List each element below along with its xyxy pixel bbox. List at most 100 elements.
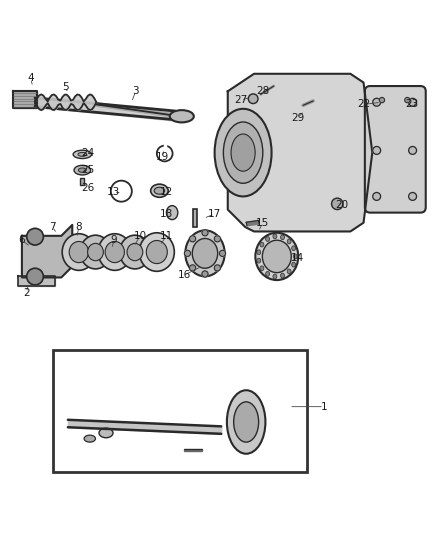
Ellipse shape — [260, 266, 264, 271]
Ellipse shape — [223, 122, 263, 183]
Ellipse shape — [292, 246, 296, 251]
Circle shape — [27, 229, 43, 245]
Polygon shape — [228, 74, 372, 231]
Ellipse shape — [292, 262, 296, 267]
Text: 6: 6 — [18, 235, 25, 245]
Text: 22: 22 — [357, 100, 370, 109]
Ellipse shape — [98, 234, 131, 270]
Ellipse shape — [260, 242, 264, 247]
Ellipse shape — [62, 234, 95, 270]
Text: 10: 10 — [134, 231, 147, 241]
Ellipse shape — [255, 233, 298, 280]
Circle shape — [219, 251, 226, 256]
Ellipse shape — [262, 240, 291, 273]
Text: 11: 11 — [160, 231, 173, 241]
Ellipse shape — [88, 244, 103, 261]
Ellipse shape — [73, 150, 92, 158]
Polygon shape — [184, 449, 202, 451]
Text: 4: 4 — [27, 73, 34, 83]
Ellipse shape — [234, 402, 258, 442]
Ellipse shape — [287, 239, 291, 244]
Circle shape — [27, 268, 43, 285]
Ellipse shape — [280, 235, 284, 240]
Polygon shape — [246, 221, 259, 226]
Circle shape — [190, 236, 196, 242]
Ellipse shape — [192, 238, 218, 268]
Text: 24: 24 — [81, 148, 94, 158]
Ellipse shape — [74, 165, 91, 175]
Text: 3: 3 — [132, 86, 139, 96]
Bar — [53, 350, 307, 472]
Text: 15: 15 — [256, 217, 269, 228]
Circle shape — [248, 94, 258, 103]
Ellipse shape — [265, 271, 269, 276]
Ellipse shape — [99, 428, 113, 438]
Text: 16: 16 — [177, 270, 191, 280]
Ellipse shape — [84, 435, 95, 442]
Ellipse shape — [80, 235, 111, 269]
Ellipse shape — [273, 234, 277, 239]
Ellipse shape — [146, 240, 167, 264]
Bar — [80, 179, 84, 185]
Ellipse shape — [170, 110, 194, 123]
Text: 18: 18 — [160, 209, 173, 219]
Circle shape — [373, 192, 381, 200]
Ellipse shape — [273, 274, 277, 279]
Text: 20: 20 — [335, 200, 348, 210]
Text: 9: 9 — [110, 235, 117, 245]
Ellipse shape — [105, 241, 124, 263]
Ellipse shape — [293, 254, 297, 259]
Ellipse shape — [127, 244, 143, 261]
Ellipse shape — [154, 187, 165, 194]
Circle shape — [379, 98, 385, 103]
Circle shape — [405, 98, 410, 103]
Ellipse shape — [257, 250, 261, 255]
FancyBboxPatch shape — [365, 86, 426, 213]
Ellipse shape — [166, 206, 178, 220]
Text: 8: 8 — [75, 222, 82, 232]
Ellipse shape — [231, 134, 255, 171]
Text: 28: 28 — [256, 86, 269, 96]
Circle shape — [190, 265, 196, 271]
Text: 17: 17 — [208, 209, 221, 219]
Circle shape — [202, 271, 208, 277]
Text: 29: 29 — [291, 112, 304, 123]
Circle shape — [409, 192, 417, 200]
Circle shape — [409, 98, 417, 106]
Ellipse shape — [215, 109, 272, 197]
Ellipse shape — [287, 269, 291, 274]
Text: 13: 13 — [107, 187, 120, 197]
Text: 19: 19 — [155, 152, 169, 162]
Text: 5: 5 — [62, 82, 69, 92]
Text: 2: 2 — [23, 288, 30, 298]
Circle shape — [214, 236, 220, 242]
Text: 12: 12 — [160, 187, 173, 197]
Circle shape — [332, 198, 343, 209]
Circle shape — [214, 265, 220, 271]
Text: 7: 7 — [49, 222, 56, 232]
Ellipse shape — [280, 273, 284, 278]
Text: 23: 23 — [405, 100, 418, 109]
Ellipse shape — [265, 237, 269, 241]
Polygon shape — [13, 91, 37, 108]
Text: 14: 14 — [291, 253, 304, 263]
Bar — [193, 209, 197, 227]
Ellipse shape — [69, 241, 88, 263]
Ellipse shape — [151, 184, 168, 197]
Circle shape — [409, 147, 417, 155]
Ellipse shape — [139, 233, 174, 271]
Text: 26: 26 — [81, 183, 94, 192]
Ellipse shape — [185, 230, 225, 276]
Circle shape — [373, 147, 381, 155]
Text: 27: 27 — [234, 95, 247, 105]
Text: 25: 25 — [81, 165, 94, 175]
Ellipse shape — [120, 235, 150, 269]
Ellipse shape — [257, 258, 261, 263]
Circle shape — [202, 230, 208, 236]
Ellipse shape — [78, 168, 86, 172]
Ellipse shape — [78, 152, 87, 156]
Ellipse shape — [227, 390, 265, 454]
Circle shape — [184, 251, 191, 256]
Text: 1: 1 — [321, 402, 328, 411]
Polygon shape — [22, 225, 72, 278]
